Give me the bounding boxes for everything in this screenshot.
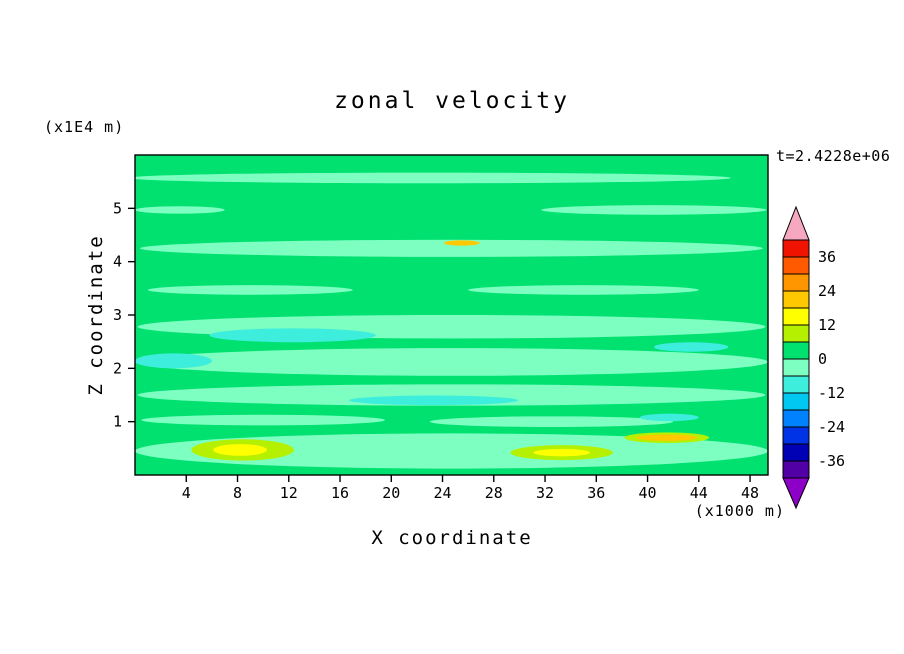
x-tick-label: 32: [536, 484, 554, 502]
colorbar-segment: [782, 256, 810, 275]
contour-blob-lt: [135, 206, 225, 214]
colorbar-segment: [782, 375, 810, 394]
contour-blob-lt: [140, 239, 763, 257]
x-axis-title: X coordinate: [371, 527, 533, 549]
contour-blob-cy: [348, 395, 519, 406]
contour-blob-lt: [468, 285, 699, 295]
colorbar-segment: [782, 324, 810, 343]
contour-blob-lt: [541, 205, 767, 215]
contour-blob-cy: [639, 413, 699, 422]
x-tick-label: 12: [280, 484, 298, 502]
x-tick-label: 28: [485, 484, 503, 502]
contour-blob-lt: [141, 414, 385, 426]
x-tick-label: 16: [331, 484, 349, 502]
z-tick-label: 1: [113, 413, 122, 431]
x-tick-label: 4: [182, 484, 191, 502]
x-tick-label: 40: [639, 484, 657, 502]
colorbar-segment: [782, 426, 810, 445]
colorbar-segment: [782, 273, 810, 292]
colorbar-label: -12: [818, 384, 845, 402]
colorbar-segment: [782, 460, 810, 479]
colorbar-label: 0: [818, 350, 827, 368]
contour-field: [135, 172, 768, 469]
contour-blob-lt: [137, 384, 766, 406]
colorbar-segment: [782, 358, 810, 377]
x-tick-label: 48: [741, 484, 759, 502]
colorbar-segment: [782, 307, 810, 326]
z-tick-label: 5: [113, 199, 122, 217]
colorbar-label: -36: [818, 452, 845, 470]
colorbar-bottom-arrow: [782, 477, 810, 510]
z-tick-label: 4: [113, 253, 122, 271]
colorbar-label: 36: [818, 248, 836, 266]
contour-blob-lt: [135, 172, 731, 184]
z-tick-label: 3: [113, 306, 122, 324]
x-axis-units: (x1000 m): [694, 502, 785, 520]
contour-blob-ye: [533, 448, 590, 457]
colorbar-segment: [782, 392, 810, 411]
colorbar-top-arrow: [782, 205, 810, 241]
time-label: t=2.4228e+06: [776, 147, 891, 165]
contour-blob-cy: [653, 342, 729, 352]
contour-blob-cy: [135, 353, 212, 369]
z-tick-label: 2: [113, 359, 122, 377]
x-tick-label: 20: [382, 484, 400, 502]
colorbar-label: 12: [818, 316, 836, 334]
x-tick-label: 24: [433, 484, 451, 502]
x-tick-label: 44: [690, 484, 708, 502]
colorbar-segment: [782, 341, 810, 360]
contour-blob-lt: [147, 285, 353, 295]
field-background: [135, 155, 768, 475]
colorbar-label: 24: [818, 282, 836, 300]
plot-title: zonal velocity: [334, 88, 570, 114]
contour-blob-cy: [209, 328, 376, 343]
x-tick-label: 36: [587, 484, 605, 502]
contour-blob-gd: [443, 240, 480, 246]
colorbar-segment: [782, 409, 810, 428]
y-axis-units: (x1E4 m): [44, 118, 125, 136]
colorbar-segment: [782, 290, 810, 309]
contour-blob-lt: [135, 348, 768, 376]
contour-blob-ye: [213, 444, 267, 456]
colorbar-label: -24: [818, 418, 845, 436]
contour-blob-lt: [429, 416, 674, 427]
contour-blob-gd: [636, 434, 698, 441]
contour-blob-lt: [135, 433, 768, 469]
colorbar-segment: [782, 239, 810, 258]
x-tick-label: 8: [233, 484, 242, 502]
colorbar-segment: [782, 443, 810, 462]
